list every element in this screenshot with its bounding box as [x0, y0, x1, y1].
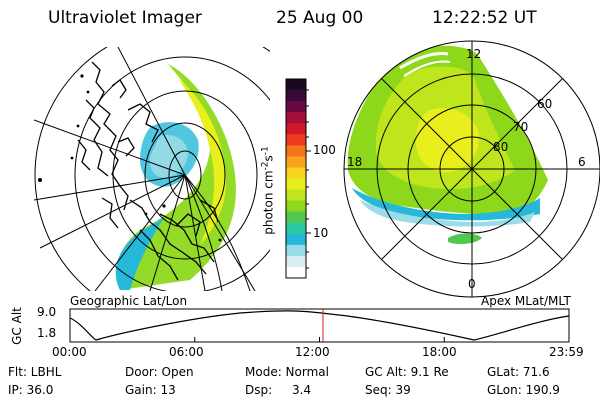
xtick-0600: 06:00	[169, 345, 204, 359]
coastline-arctic-islands	[127, 103, 159, 143]
colorbar-segment	[286, 266, 306, 279]
gain-info: Gain: 13	[125, 383, 176, 397]
colorbar-segment	[286, 178, 306, 191]
altitude-ytick-1-8: 1.8	[37, 326, 57, 340]
xtick-2359: 23:59	[549, 345, 584, 359]
mlat-label-60: 60	[537, 97, 553, 111]
colorbar-frame	[285, 78, 307, 279]
door-info: Door: Open	[125, 365, 194, 379]
colorbar-unit: photon cm-2s-1	[260, 146, 276, 235]
colorbar-segment	[286, 134, 306, 146]
dsp-label: Dsp:	[245, 383, 273, 397]
gc-alt-info: GC Alt: 9.1 Re	[365, 365, 449, 379]
colorbar-segment	[286, 90, 306, 102]
time-label: 12:22:52 UT	[432, 8, 537, 28]
colorbar-segment	[286, 101, 306, 113]
xtick-0000: 00:00	[52, 345, 87, 359]
aurora-spot-right	[448, 233, 482, 245]
instrument-title: Ultraviolet Imager	[48, 8, 202, 28]
seq-info: Seq: 39	[365, 383, 411, 397]
apex-caption: Apex MLat/MLT	[481, 294, 571, 308]
colorbar-segment	[286, 79, 306, 91]
mode-info: Mode: Normal	[245, 365, 329, 379]
colorbar-segment	[286, 200, 306, 213]
colorbar-segment	[286, 145, 306, 157]
mlt-label-18: 18	[347, 155, 363, 169]
colorbar-segment	[286, 189, 306, 202]
colorbar-minor-ticks	[306, 89, 309, 269]
mlt-label-12: 12	[466, 47, 482, 61]
glon-info: GLon: 190.9	[487, 383, 560, 397]
glat-info: GLat: 71.6	[487, 365, 550, 379]
colorbar-segment	[286, 233, 306, 246]
xtick-1200: 12:00	[295, 345, 330, 359]
geographic-map	[34, 47, 270, 291]
mlat-label-80: 80	[493, 140, 509, 154]
colorbar-tick-10: 10	[313, 226, 329, 240]
colorbar-segment	[286, 211, 306, 224]
altitude-plot	[69, 308, 570, 343]
altitude-curve	[69, 310, 570, 341]
date-label: 25 Aug 00	[276, 8, 364, 28]
filter-info: Flt: LBHL	[8, 365, 62, 379]
colorbar-segment	[286, 167, 306, 180]
colorbar-segment	[286, 222, 306, 235]
altitude-ylabel: GC Alt	[10, 307, 24, 345]
xtick-1800: 18:00	[422, 345, 457, 359]
aurora-core-left	[178, 78, 227, 245]
aurora-edge-left	[115, 216, 165, 290]
colorbar-segment	[286, 112, 306, 124]
colorbar-segment	[286, 123, 306, 135]
dsp-value: 3.4	[292, 383, 312, 397]
colorbar-tick-100: 100	[313, 143, 336, 157]
mlt-label-0: 0	[468, 277, 476, 291]
coastline-alaska	[91, 61, 129, 211]
colorbar-segment	[286, 156, 306, 169]
colorbar-segment	[286, 255, 306, 268]
colorbar	[286, 79, 306, 279]
ip-info: IP: 36.0	[8, 383, 54, 397]
colorbar-segment	[286, 244, 306, 257]
mlt-label-6: 6	[578, 155, 586, 169]
mlat-label-70: 70	[513, 120, 529, 134]
geographic-caption: Geographic Lat/Lon	[70, 294, 188, 308]
altitude-ytick-9: 9.0	[37, 305, 57, 319]
apex-grid	[343, 40, 600, 298]
